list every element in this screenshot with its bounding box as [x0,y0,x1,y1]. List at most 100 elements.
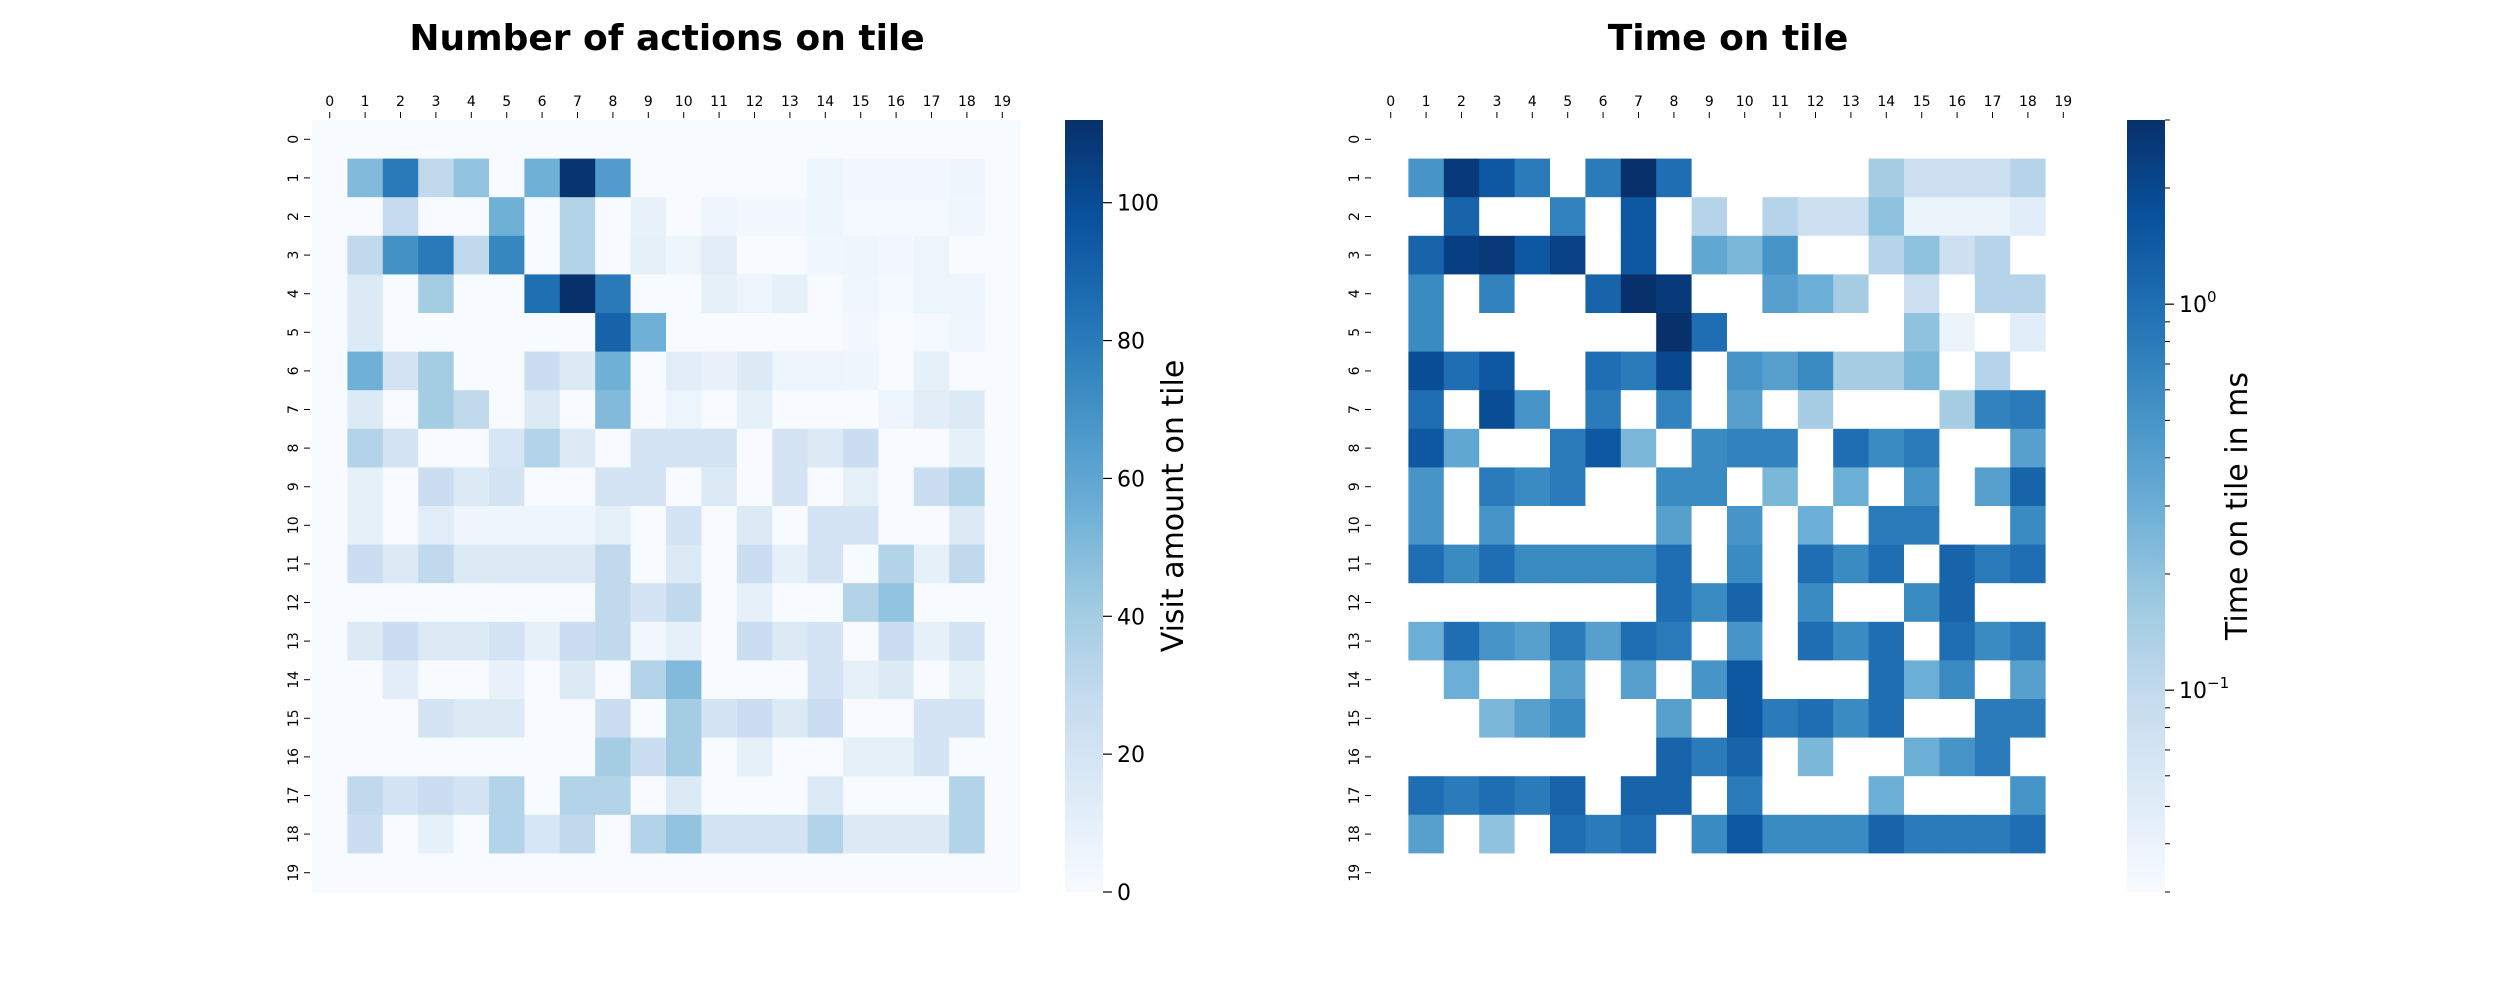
heatmap-cell [1585,583,1622,623]
heatmap-cell [1727,158,1763,198]
heatmap-cell [1373,120,1409,160]
heatmap-cell [984,853,1021,893]
heatmap-cell [807,351,844,391]
heatmap-cell [1585,467,1622,507]
heatmap-cell [1479,621,1516,661]
heatmap-cell [984,428,1021,468]
heatmap-cell [1727,197,1763,237]
heatmap-cell [347,621,384,661]
heatmap-cell [1797,737,1834,777]
heatmap-cell [2045,158,2082,198]
heatmap-cell [1656,351,1693,391]
heatmap-cell [1868,621,1905,661]
heatmap-cell [312,776,348,816]
heatmap-actions: Number of actions on tile 0 1 2 3 4 5 6 7 8 9 10 11… [286,18,1021,893]
heatmap-cell [878,120,915,160]
heatmap-cell [1833,814,1870,854]
heatmap-cell [524,235,561,275]
y-tick-label: 7 [286,405,302,414]
heatmap-cell [1373,621,1409,661]
heatmap-cell [984,583,1021,623]
heatmap-cell [913,853,950,893]
heatmap-cell [1939,158,1976,198]
heatmap-cell [1408,853,1445,893]
heatmap-cell [559,621,596,661]
heatmap-cell [1868,158,1905,198]
heatmap-cell [666,274,702,314]
heatmap-cell [595,506,632,546]
heatmap-cell [666,428,702,468]
heatmap-cell [2010,506,2047,546]
heatmap-cell [1443,699,1480,739]
heatmap-cell [736,120,773,160]
heatmap-cell [1373,313,1409,353]
heatmap-cell [1833,699,1870,739]
heatmap-cell [1514,351,1551,391]
heatmap-cell [807,235,844,275]
heatmap-cell [1479,853,1516,893]
heatmap-cell [489,467,525,507]
heatmap-cell [1620,390,1657,430]
heatmap-cell [949,660,986,700]
x-tick-label: 9 [644,94,653,110]
heatmap-cell [1974,506,2011,546]
heatmap-cell [1373,737,1409,777]
heatmap-cell [1408,467,1445,507]
heatmap-cell [1939,235,1976,275]
heatmap-cell [1373,390,1409,430]
heatmap-cell [807,660,844,700]
heatmap-cell [1620,621,1657,661]
heatmap-cell [1833,428,1870,468]
heatmap-cell [347,235,384,275]
heatmap-cell [1939,660,1976,700]
heatmap-cell [1691,197,1728,237]
heatmap-cell [1727,467,1763,507]
heatmap-cell [1797,428,1834,468]
colorbar-time-ticks: 10−1 100 [2165,119,2229,893]
heatmap-cell [736,351,773,391]
heatmap-cell [807,814,844,854]
heatmap-cell [1868,776,1905,816]
heatmap-cell [524,120,561,160]
heatmap-cell [807,274,844,314]
heatmap-cell [1656,428,1693,468]
heatmap-cell [2010,660,2047,700]
heatmap-cell [1620,158,1657,198]
heatmap-cell [1939,544,1976,584]
heatmap-cell [524,544,561,584]
heatmap-cell [1868,313,1905,353]
heatmap-cell [382,544,419,584]
heatmap-cell [1514,467,1551,507]
heatmap-cell [1620,699,1657,739]
heatmap-cell [736,390,773,430]
heatmap-cell [807,544,844,584]
heatmap-cell [1479,467,1516,507]
heatmap-cell [772,814,809,854]
heatmap-cell [1833,737,1870,777]
heatmap-cell [878,428,915,468]
heatmap-cell [666,737,702,777]
x-tick-label: 7 [573,94,582,110]
heatmap-cell [666,814,702,854]
x-tick-label: 13 [1842,94,1860,110]
heatmap-cell [559,351,596,391]
heatmap-cell [595,467,632,507]
heatmap-cell [1408,235,1445,275]
heatmap-cell [843,544,879,584]
heatmap-cell [843,120,879,160]
heatmap-cell [1514,853,1551,893]
heatmap-cell [418,621,455,661]
y-tick-label: 10 [286,516,302,534]
heatmap-cell [1550,390,1586,430]
heatmap-cell [630,621,667,661]
heatmap-cell [1833,197,1870,237]
heatmap-cell [1974,313,2011,353]
colorbar-tick-label: 40 [1117,605,1145,630]
heatmap-cell [1620,776,1657,816]
heatmap-cell [347,390,384,430]
x-tick-label: 14 [816,94,834,110]
x-tick-label: 5 [502,94,511,110]
heatmap-cell [559,506,596,546]
heatmap-cell [2045,428,2082,468]
